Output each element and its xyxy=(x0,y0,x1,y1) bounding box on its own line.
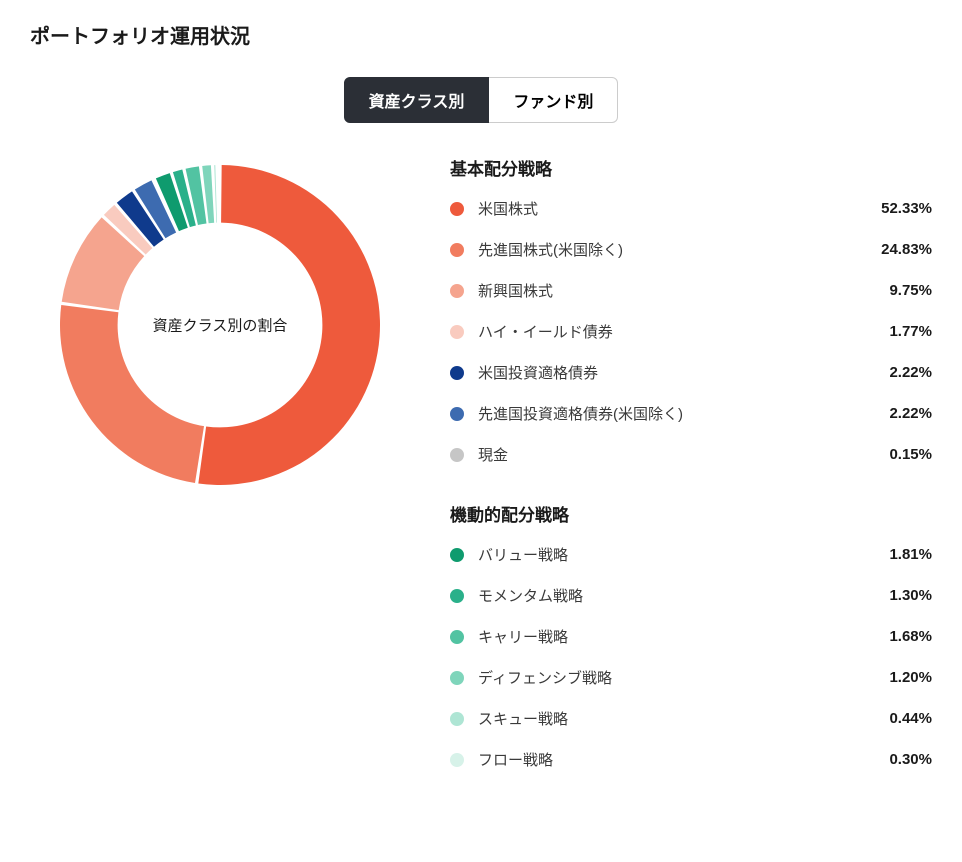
legend-swatch xyxy=(450,284,464,298)
legend-value: 0.44% xyxy=(889,710,932,727)
legend-value: 1.20% xyxy=(889,669,932,686)
legend-label: キャリー戦略 xyxy=(478,626,889,647)
legend-swatch xyxy=(450,407,464,421)
legend-row: 米国投資適格債券2.22% xyxy=(450,362,932,383)
legend-row: キャリー戦略1.68% xyxy=(450,626,932,647)
legend-value: 52.33% xyxy=(881,200,932,217)
legend-label: 米国株式 xyxy=(478,198,881,219)
legend-swatch xyxy=(450,671,464,685)
legend-swatch xyxy=(450,753,464,767)
legend-column: 基本配分戦略米国株式52.33% 先進国株式(米国除く)24.83% 新興国株式9.… xyxy=(450,155,932,790)
chart-center-label: 資産クラス別の割合 xyxy=(153,315,288,336)
legend-label: 先進国投資適格債券(米国除く) xyxy=(478,403,889,424)
legend-value: 1.68% xyxy=(889,628,932,645)
legend-swatch xyxy=(450,202,464,216)
legend-value: 0.15% xyxy=(889,446,932,463)
legend-label: ハイ・イールド債券 xyxy=(478,321,889,342)
legend-row: モメンタム戦略1.30% xyxy=(450,585,932,606)
legend-value: 24.83% xyxy=(881,241,932,258)
legend-group: 機動的配分戦略バリュー戦略1.81% モメンタム戦略1.30% キャリー戦略1.68… xyxy=(450,501,932,770)
donut-chart: 資産クラス別の割合 xyxy=(60,165,380,485)
legend-label: スキュー戦略 xyxy=(478,708,889,729)
legend-label: 新興国株式 xyxy=(478,280,889,301)
tab-switch: 資産クラス別ファンド別 xyxy=(30,77,932,123)
legend-row: 先進国投資適格債券(米国除く)2.22% xyxy=(450,403,932,424)
legend-label: フロー戦略 xyxy=(478,749,889,770)
legend-swatch xyxy=(450,366,464,380)
legend-swatch xyxy=(450,243,464,257)
legend-label: 米国投資適格債券 xyxy=(478,362,889,383)
legend-group: 基本配分戦略米国株式52.33% 先進国株式(米国除く)24.83% 新興国株式9.… xyxy=(450,155,932,465)
legend-row: バリュー戦略1.81% xyxy=(450,544,932,565)
legend-value: 2.22% xyxy=(889,364,932,381)
legend-value: 1.30% xyxy=(889,587,932,604)
legend-row: 先進国株式(米国除く)24.83% xyxy=(450,239,932,260)
legend-swatch xyxy=(450,630,464,644)
legend-label: モメンタム戦略 xyxy=(478,585,889,606)
legend-value: 0.30% xyxy=(889,751,932,768)
legend-label: 現金 xyxy=(478,444,889,465)
legend-row: 新興国株式9.75% xyxy=(450,280,932,301)
legend-value: 9.75% xyxy=(889,282,932,299)
legend-label: バリュー戦略 xyxy=(478,544,889,565)
legend-row: 現金0.15% xyxy=(450,444,932,465)
legend-swatch xyxy=(450,712,464,726)
legend-label: 先進国株式(米国除く) xyxy=(478,239,881,260)
legend-swatch xyxy=(450,548,464,562)
tab-fund[interactable]: ファンド別 xyxy=(489,77,618,123)
legend-label: ディフェンシブ戦略 xyxy=(478,667,889,688)
legend-value: 1.77% xyxy=(889,323,932,340)
legend-row: スキュー戦略0.44% xyxy=(450,708,932,729)
legend-swatch xyxy=(450,589,464,603)
legend-swatch xyxy=(450,325,464,339)
legend-row: ディフェンシブ戦略1.20% xyxy=(450,667,932,688)
legend-group-title: 基本配分戦略 xyxy=(450,155,932,180)
legend-group-title: 機動的配分戦略 xyxy=(450,501,932,526)
donut-slice xyxy=(214,165,217,223)
legend-swatch xyxy=(450,448,464,462)
legend-value: 1.81% xyxy=(889,546,932,563)
legend-row: 米国株式52.33% xyxy=(450,198,932,219)
tab-asset-class[interactable]: 資産クラス別 xyxy=(344,77,490,123)
legend-value: 2.22% xyxy=(889,405,932,422)
content: 資産クラス別の割合 基本配分戦略米国株式52.33% 先進国株式(米国除く)24.… xyxy=(30,155,932,790)
legend-row: ハイ・イールド債券1.77% xyxy=(450,321,932,342)
chart-column: 資産クラス別の割合 xyxy=(30,155,410,485)
legend-row: フロー戦略0.30% xyxy=(450,749,932,770)
page-title: ポートフォリオ運用状況 xyxy=(30,20,932,49)
